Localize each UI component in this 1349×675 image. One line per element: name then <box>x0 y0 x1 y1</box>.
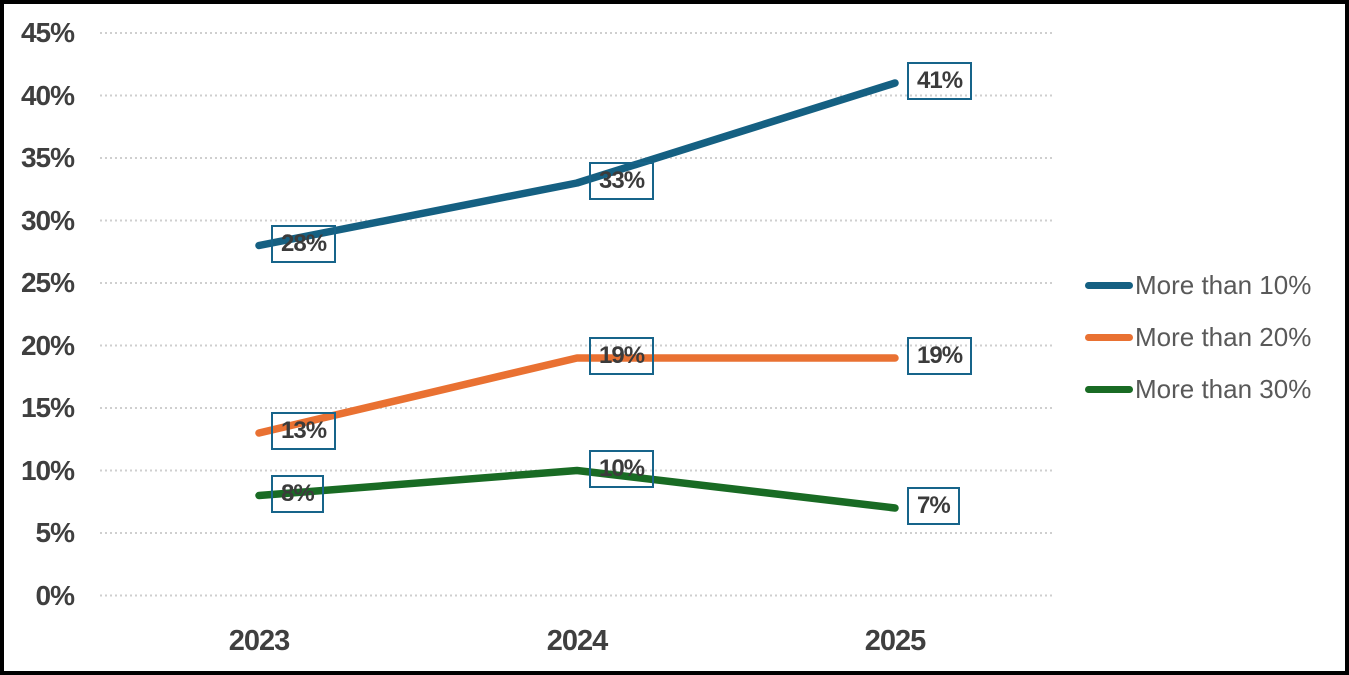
data-label: 33% <box>589 162 655 200</box>
series-line-more-than-20- <box>255 354 899 437</box>
y-axis-tick-label: 45% <box>20 17 75 48</box>
y-axis-tick-label: 20% <box>20 329 75 361</box>
line-chart-plot-area <box>100 32 1054 597</box>
legend-item: More than 20% <box>1085 320 1311 354</box>
y-axis-tick-label: 25% <box>20 267 75 298</box>
legend-swatch-icon <box>1085 281 1133 289</box>
data-label: 19% <box>589 337 655 375</box>
legend-swatch-icon <box>1085 385 1133 393</box>
legend-swatch-icon <box>1085 333 1133 341</box>
y-axis-tick-label: 10% <box>20 454 75 486</box>
y-axis-tick-label: 0% <box>35 579 75 611</box>
legend-item: More than 10% <box>1085 268 1311 302</box>
legend-label: More than 20% <box>1135 321 1312 352</box>
series-line-more-than-30- <box>255 466 899 512</box>
y-axis-tick-label: 35% <box>20 142 75 173</box>
x-axis-tick-label: 2025 <box>864 625 927 657</box>
x-axis-tick-label: 2024 <box>546 625 609 657</box>
y-axis-tick-label: 15% <box>20 392 75 423</box>
legend-label: More than 30% <box>1135 373 1312 404</box>
data-label: 10% <box>589 449 655 488</box>
legend-label: More than 10% <box>1135 269 1312 300</box>
data-label: 8% <box>271 474 324 513</box>
data-label: 19% <box>907 337 973 375</box>
data-label: 28% <box>271 224 337 263</box>
data-label: 13% <box>271 412 337 450</box>
data-label: 41% <box>907 62 973 100</box>
y-axis-tick-label: 5% <box>35 517 75 548</box>
x-axis-tick-label: 2023 <box>228 625 291 657</box>
data-label: 7% <box>907 487 960 525</box>
y-axis-tick-label: 40% <box>20 79 75 111</box>
legend-item: More than 30% <box>1085 372 1311 406</box>
series-line-more-than-10- <box>255 79 899 250</box>
y-axis-tick-label: 30% <box>20 204 75 236</box>
